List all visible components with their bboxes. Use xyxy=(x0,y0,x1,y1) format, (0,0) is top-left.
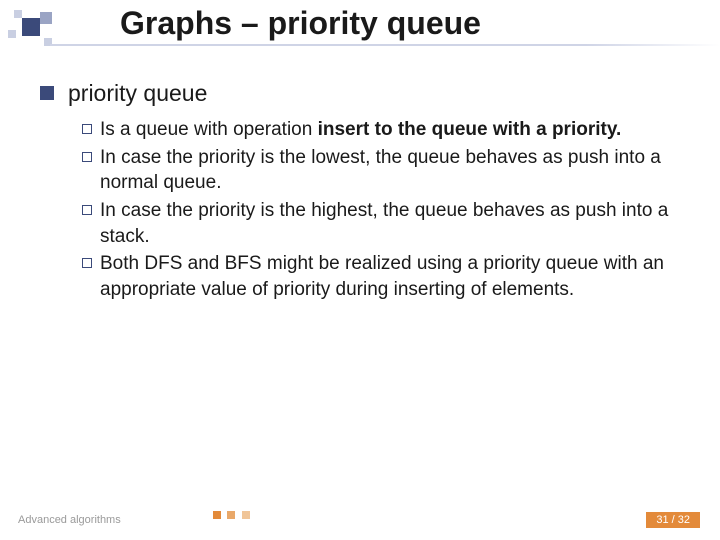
section-heading-row: priority queue xyxy=(40,80,690,107)
bullet-outline-icon xyxy=(82,124,92,134)
footer-decoration xyxy=(213,506,252,524)
header-divider xyxy=(50,44,720,46)
bullet-outline-icon xyxy=(82,258,92,268)
list-item-text: Both DFS and BFS might be realized using… xyxy=(100,251,690,302)
item-text-a: a queue with operation xyxy=(115,119,318,140)
bullet-square-icon xyxy=(40,86,54,100)
list-item: Is a queue with operation insert to the … xyxy=(82,117,690,143)
bullet-outline-icon xyxy=(82,205,92,215)
item-bold: insert to the queue with a priority. xyxy=(318,119,622,140)
page-number: 31 / 32 xyxy=(646,512,700,528)
list-item-text: In case the priority is the highest, the… xyxy=(100,198,690,249)
item-prefix: In xyxy=(100,200,116,221)
item-prefix: Both xyxy=(100,253,139,274)
bullet-outline-icon xyxy=(82,152,92,162)
list-item: In case the priority is the lowest, the … xyxy=(82,145,690,196)
slide-content: priority queue Is a queue with operation… xyxy=(40,80,690,304)
list-item-text: Is a queue with operation insert to the … xyxy=(100,117,621,143)
bullet-list: Is a queue with operation insert to the … xyxy=(82,117,690,302)
list-item-text: In case the priority is the lowest, the … xyxy=(100,145,690,196)
slide-title: Graphs – priority queue xyxy=(120,5,700,42)
footer-label: Advanced algorithms xyxy=(18,514,121,526)
item-text-a: case the priority is the highest, the qu… xyxy=(100,200,668,247)
section-heading: priority queue xyxy=(68,80,207,107)
item-prefix: Is xyxy=(100,119,115,140)
item-text-a: DFS and BFS might be realized using a pr… xyxy=(100,253,664,300)
list-item: Both DFS and BFS might be realized using… xyxy=(82,251,690,302)
item-text-a: case the priority is the lowest, the que… xyxy=(100,147,661,194)
list-item: In case the priority is the highest, the… xyxy=(82,198,690,249)
item-prefix: In xyxy=(100,147,116,168)
slide-footer: Advanced algorithms 31 / 32 xyxy=(18,508,720,528)
